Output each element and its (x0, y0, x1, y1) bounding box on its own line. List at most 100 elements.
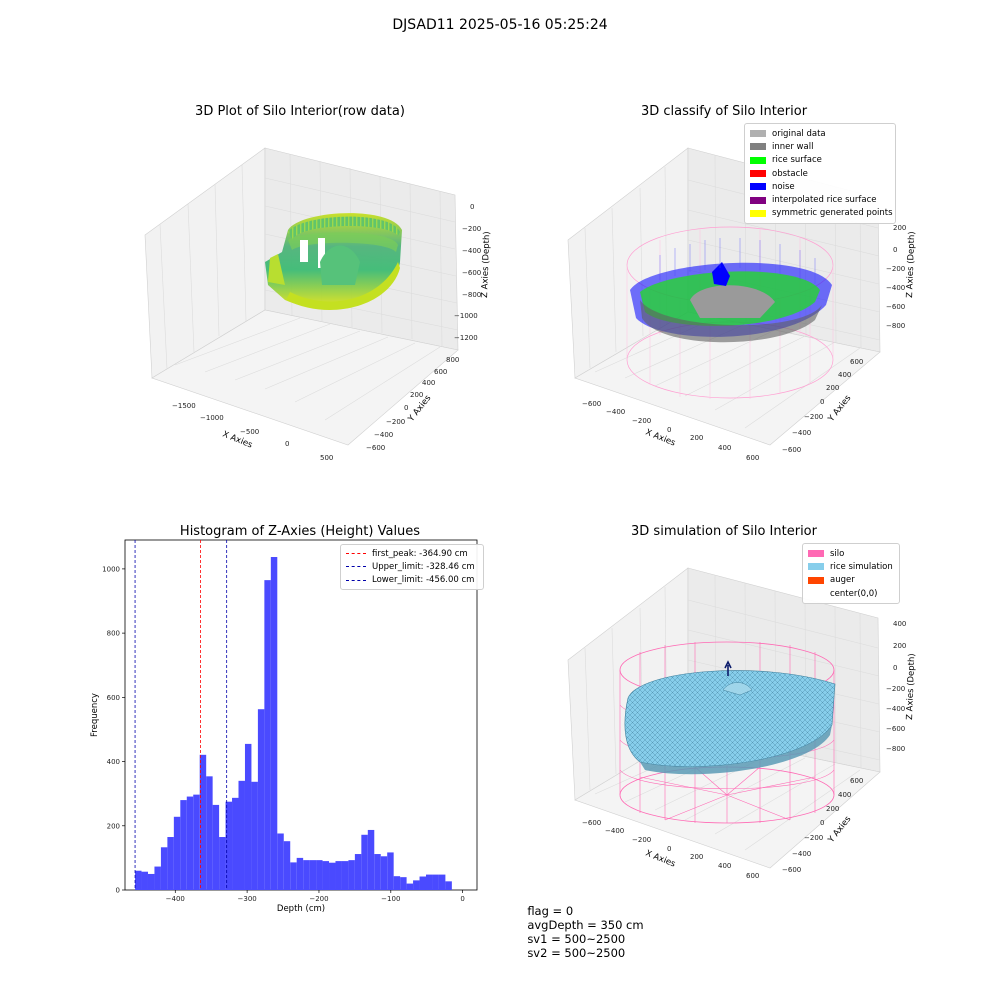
classify-ytick: 600 (850, 358, 863, 366)
raw-ztick: −800 (462, 291, 481, 299)
legend-item-original-data: original data (750, 127, 890, 140)
classify-ytick: 0 (820, 398, 824, 406)
legend-label: auger (830, 575, 855, 586)
y-tick-label: 0 (116, 887, 120, 895)
histogram-bar (322, 861, 330, 890)
histogram-x-ticks: −400 −300 −200 −100 0 (166, 890, 465, 903)
legend-item-center: center(0,0) (808, 587, 894, 600)
legend-item-auger: auger (808, 574, 894, 587)
histogram-legend: first_peak: -364.90 cm Upper_limit: -328… (340, 544, 484, 590)
legend-label: interpolated rice surface (772, 195, 877, 206)
simulation-ztick: −400 (886, 705, 905, 713)
histogram-bar (154, 866, 161, 890)
histogram-bar (206, 776, 213, 890)
histogram-bar (393, 876, 401, 890)
legend-label: inner wall (772, 141, 814, 152)
histogram-bar (212, 804, 220, 890)
x-tick-label: −400 (166, 895, 185, 903)
histogram-bar (160, 847, 168, 890)
raw-xtick: −500 (240, 428, 259, 436)
y-tick-label: 200 (107, 822, 120, 830)
histogram-reference-lines (134, 540, 228, 890)
raw-axis-ticks: −1500 −1000 −500 0 500 −600 −400 −200 0 … (172, 203, 481, 462)
classify-xtick: 400 (718, 444, 731, 452)
histogram-bar (147, 873, 155, 890)
simulation-xtick: 0 (667, 845, 671, 853)
legend-label: center(0,0) (830, 588, 878, 599)
legend-line (346, 579, 366, 581)
histogram-bar (199, 754, 207, 890)
histogram-bar (316, 860, 323, 890)
legend-item-inner-wall: inner wall (750, 140, 890, 153)
histogram-bar (277, 833, 284, 890)
legend-label: symmetric generated points (772, 208, 893, 219)
histogram-bar (238, 780, 245, 890)
legend-item-interpolated: interpolated rice surface (750, 193, 890, 206)
histogram-bar (380, 856, 388, 890)
classify-point-cloud (626, 226, 834, 399)
legend-label: original data (772, 128, 826, 139)
x-tick-label: 0 (460, 895, 464, 903)
panel-title-histogram: Histogram of Z-Axies (Height) Values (179, 524, 421, 539)
legend-item-noise: noise (750, 180, 890, 193)
legend-item-upper-limit: Upper_limit: -328.46 cm (346, 560, 478, 573)
raw-ztick: −600 (462, 269, 481, 277)
simulation-xtick: −600 (582, 819, 601, 827)
histogram-bar (303, 860, 310, 890)
simulation-ztick: 200 (893, 642, 906, 650)
histogram-bar (290, 862, 297, 890)
histogram-bar (413, 880, 420, 890)
histogram-bar (283, 841, 291, 890)
legend-label: rice surface (772, 155, 822, 166)
panel-title-classify: 3D classify of Silo Interior (640, 104, 808, 119)
histogram-bar (225, 801, 233, 890)
raw-xtick: 500 (320, 454, 333, 462)
legend-item-first-peak: first_peak: -364.90 cm (346, 547, 478, 560)
legend-swatch (808, 550, 824, 558)
sv1-value: sv1 = 500~2500 (527, 932, 626, 946)
raw-ytick: −400 (374, 431, 393, 439)
classify-xtick: 200 (690, 434, 703, 442)
classify-legend: original data inner wall rice surface ob… (744, 123, 896, 225)
raw-ytick: −200 (386, 418, 405, 426)
raw-point-cloud (265, 213, 402, 310)
flag-value: flag = 0 (527, 904, 574, 918)
legend-swatch (750, 196, 766, 204)
classify-ytick: −200 (804, 413, 823, 421)
simulation-xlabel: X Axies (644, 849, 677, 870)
simulation-ytick: 200 (826, 805, 839, 813)
histogram-bar (167, 837, 174, 890)
histogram-bar (186, 796, 194, 890)
histogram-bar (400, 877, 407, 890)
simulation-ztick: 0 (893, 664, 897, 672)
simulation-surface (619, 641, 836, 824)
y-tick-label: 400 (107, 758, 120, 766)
legend-label: Lower_limit: -456.00 cm (372, 575, 475, 586)
legend-swatch (750, 183, 766, 191)
legend-item-rice-simulation: rice simulation (808, 560, 894, 573)
histogram-bar (329, 862, 336, 890)
classify-ztick: 0 (893, 246, 897, 254)
histogram-bar (354, 854, 362, 890)
raw-xtick: 0 (285, 440, 289, 448)
legend-label: silo (830, 548, 845, 559)
classify-ytick: 200 (826, 384, 839, 392)
y-tick-label: 800 (107, 630, 120, 638)
histogram-bar (180, 800, 187, 890)
simulation-zlabel: Z Axies (Depth) (905, 653, 917, 720)
legend-label: noise (772, 181, 795, 192)
classify-ztick: −200 (886, 265, 905, 273)
classify-xtick: −600 (582, 400, 601, 408)
classify-xtick: −400 (606, 408, 625, 416)
simulation-ytick: 0 (820, 819, 824, 827)
legend-swatch (808, 576, 824, 584)
raw-ztick: −400 (462, 247, 481, 255)
histogram-bars (135, 557, 452, 890)
panel-title-raw: 3D Plot of Silo Interior(row data) (195, 104, 405, 119)
legend-swatch (750, 143, 766, 151)
histogram-bar (348, 860, 355, 890)
status-footer: flag = 0 avgDepth = 350 cm sv1 = 500~250… (520, 890, 658, 960)
simulation-xtick: 200 (690, 853, 703, 861)
